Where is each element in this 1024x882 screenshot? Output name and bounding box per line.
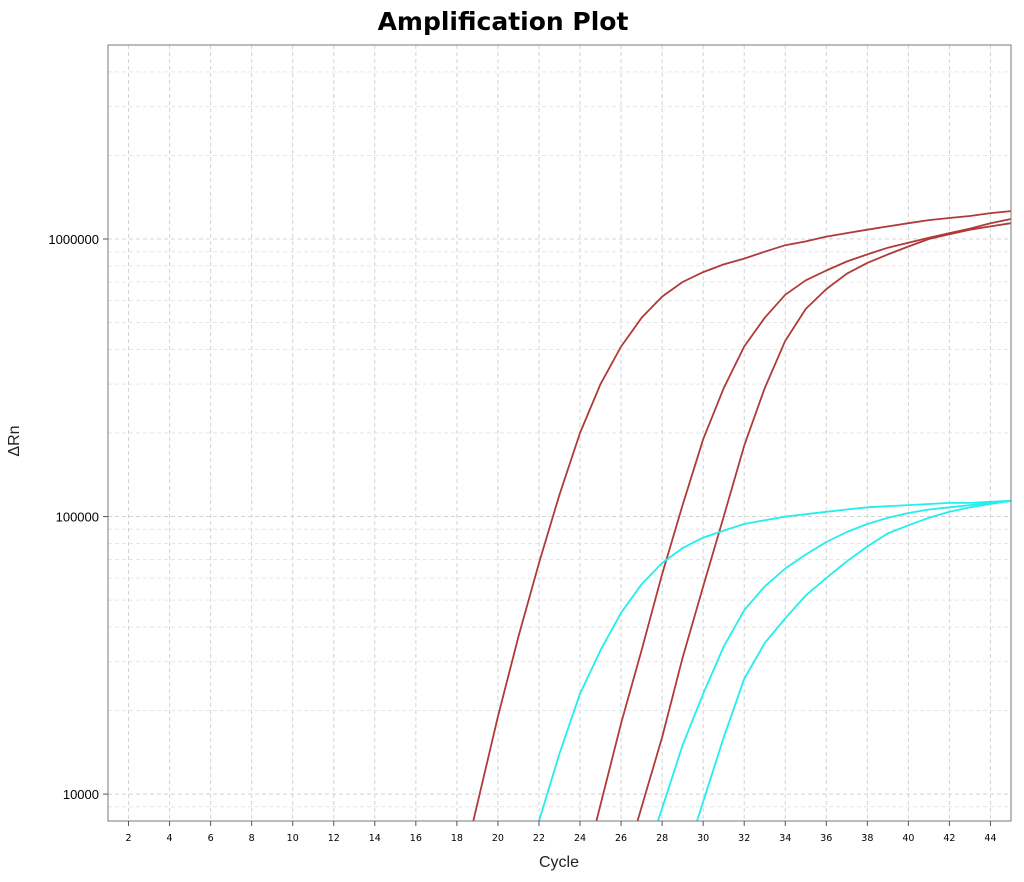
- x-tick-label: 26: [615, 833, 627, 844]
- series-line-1: [472, 210, 1011, 821]
- series-line-6: [696, 499, 1011, 821]
- series-line-2: [595, 218, 1011, 821]
- x-tick-label: 42: [943, 833, 955, 844]
- x-tick-label: 20: [492, 833, 504, 844]
- x-tick-label: 10: [287, 833, 299, 844]
- y-tick-label: 100000: [56, 510, 99, 525]
- x-tick-label: 12: [328, 833, 340, 844]
- series-line-5: [657, 499, 1011, 821]
- series-line-4: [538, 499, 1011, 821]
- x-tick-label: 18: [451, 833, 463, 844]
- x-tick-label: 16: [410, 833, 422, 844]
- x-tick-label: 8: [249, 833, 255, 844]
- x-tick-label: 6: [208, 833, 214, 844]
- x-tick-label: 44: [984, 833, 996, 844]
- x-tick-label: 34: [779, 833, 791, 844]
- x-tick-label: 22: [533, 833, 545, 844]
- x-tick-label: 36: [820, 833, 832, 844]
- x-tick-label: 4: [167, 833, 173, 844]
- x-tick-label: 24: [574, 833, 586, 844]
- chart-title: Amplification Plot: [378, 7, 629, 36]
- x-tick-label: 32: [738, 833, 750, 844]
- x-axis-label: Cycle: [539, 854, 579, 871]
- y-axis-ticks: 10000 100000 1000000: [48, 232, 108, 802]
- y-axis-label: ΔRn: [6, 425, 23, 456]
- x-tick-label: 40: [902, 833, 914, 844]
- x-tick-label: 28: [656, 833, 668, 844]
- x-tick-label: 14: [369, 833, 381, 844]
- x-tick-label: 2: [125, 833, 131, 844]
- x-tick-label: 38: [861, 833, 873, 844]
- series-line-3: [636, 222, 1011, 821]
- plot-frame: [107, 44, 1012, 822]
- grid-lines: [108, 44, 1011, 822]
- x-tick-label: 30: [697, 833, 709, 844]
- plot-series: [472, 210, 1011, 821]
- y-tick-label: 10000: [63, 787, 99, 802]
- x-axis-ticks: 2 4 6 8 10 12 14 16 18 20 22 24 26 28 30 32 34 36 38 40 42 44: [125, 821, 997, 844]
- y-tick-label: 1000000: [48, 232, 99, 247]
